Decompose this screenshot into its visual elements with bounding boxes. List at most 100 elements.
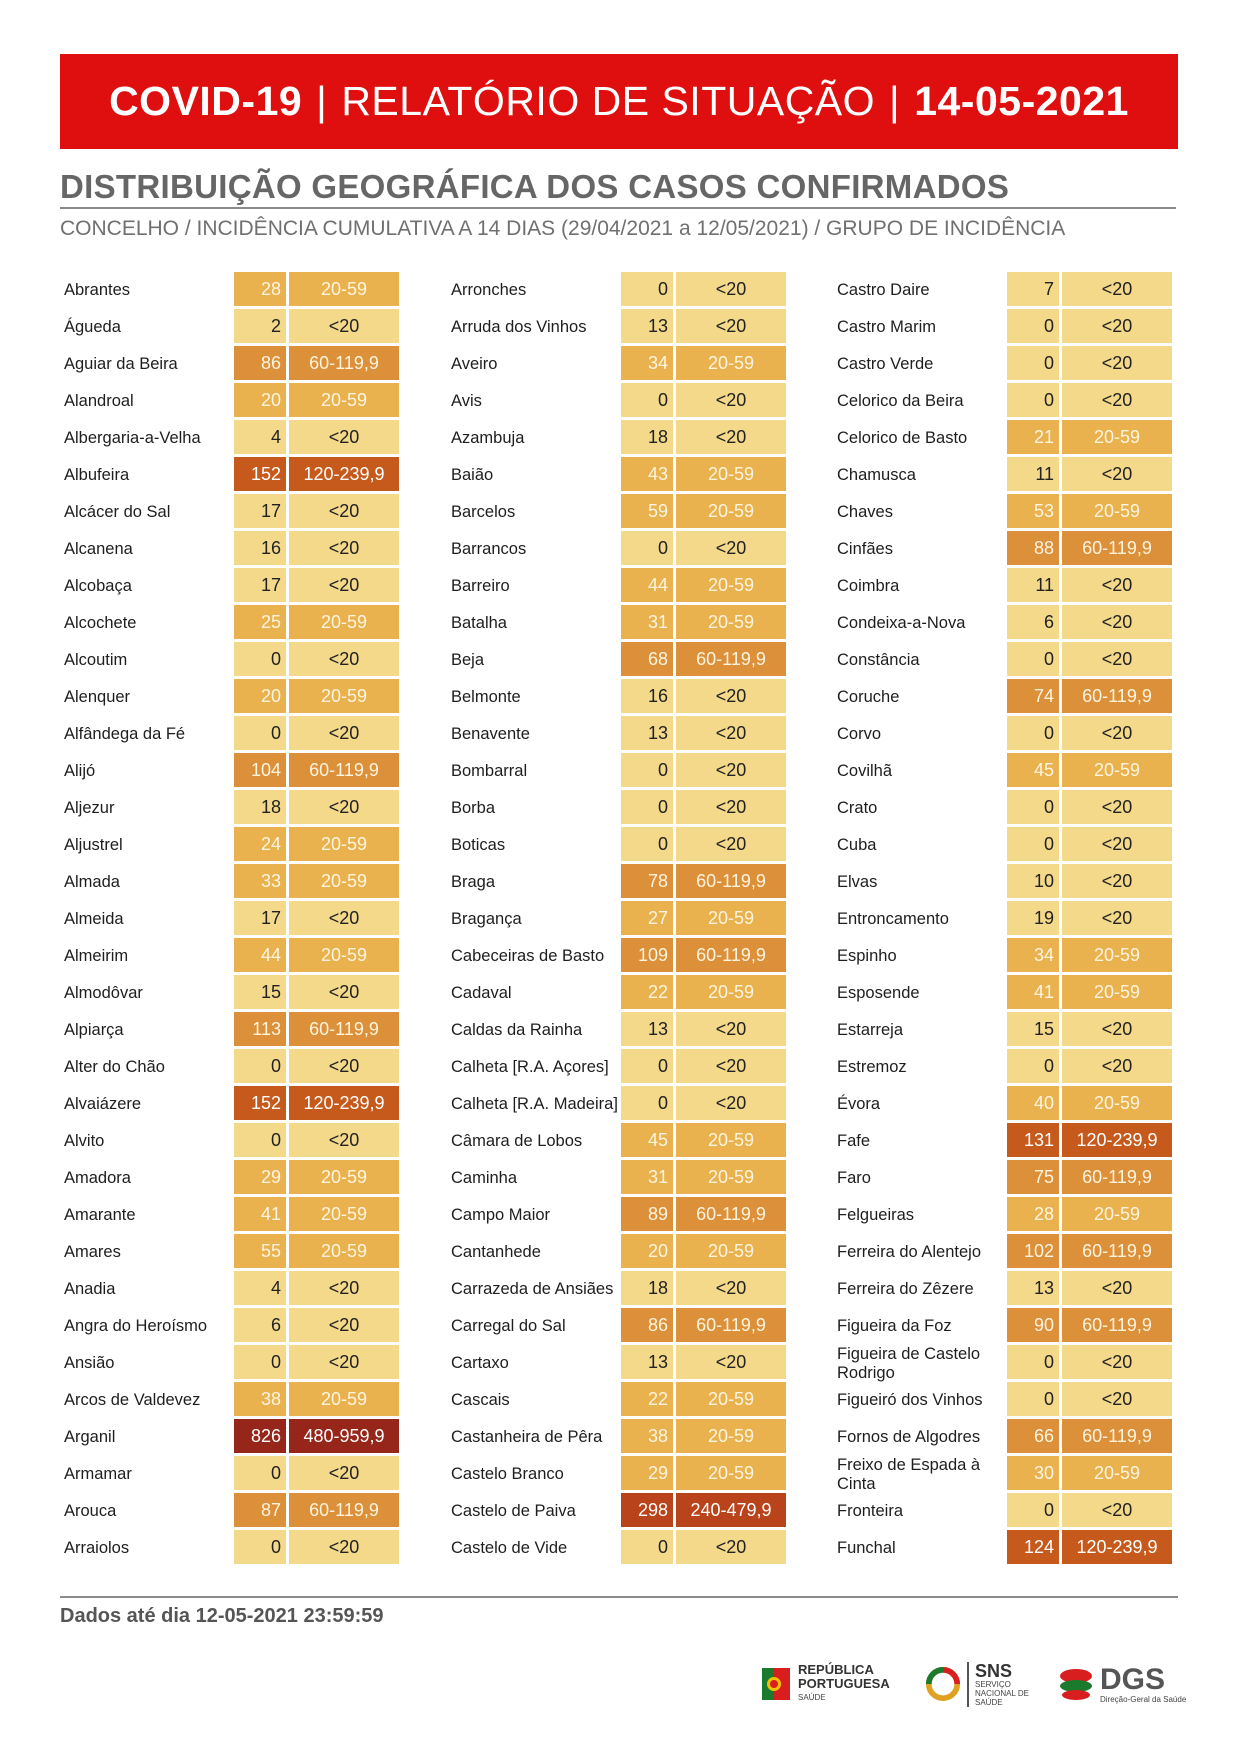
incidence-group: <20 [1062, 272, 1172, 309]
incidence-value: 15 [234, 975, 286, 1012]
incidence-group: 20-59 [676, 1419, 786, 1456]
incidence-group: 120-239,9 [1062, 1123, 1172, 1160]
municipality-row: Arronches 0 <20 [447, 272, 832, 309]
municipality-name: Cantanhede [451, 1243, 541, 1261]
municipality-row: Celorico de Basto 21 20-59 [833, 420, 1218, 457]
incidence-group: <20 [1062, 864, 1172, 901]
municipality-name: Coruche [837, 688, 900, 706]
municipality-row: Ansião 0 <20 [60, 1345, 445, 1382]
municipality-name: Águeda [64, 318, 121, 336]
municipality-name: Albergaria-a-Velha [64, 429, 201, 447]
incidence-group: 20-59 [289, 827, 399, 864]
incidence-group: 60-119,9 [289, 1012, 399, 1049]
incidence-value: 15 [1007, 1012, 1059, 1049]
municipality-row: Caminha 31 20-59 [447, 1160, 832, 1197]
incidence-value: 34 [1007, 938, 1059, 975]
municipality-row: Batalha 31 20-59 [447, 605, 832, 642]
municipality-row: Funchal 124 120-239,9 [833, 1530, 1218, 1567]
municipality-row: Espinho 34 20-59 [833, 938, 1218, 975]
incidence-value: 87 [234, 1493, 286, 1530]
municipality-name: Aveiro [451, 355, 498, 373]
incidence-value: 17 [234, 568, 286, 605]
incidence-group: <20 [676, 1530, 786, 1567]
municipality-row: Belmonte 16 <20 [447, 679, 832, 716]
municipality-name: Fornos de Algodres [837, 1428, 981, 1446]
incidence-group: 20-59 [1062, 1086, 1172, 1123]
municipality-row: Aljustrel 24 20-59 [60, 827, 445, 864]
municipality-name: Alter do Chão [64, 1058, 165, 1076]
incidence-value: 0 [1007, 1345, 1059, 1382]
incidence-group: 60-119,9 [1062, 679, 1172, 716]
incidence-value: 0 [1007, 1049, 1059, 1086]
municipality-name: Felgueiras [837, 1206, 915, 1224]
incidence-value: 31 [621, 1160, 673, 1197]
incidence-value: 0 [1007, 1382, 1059, 1419]
municipality-row: Albufeira 152 120-239,9 [60, 457, 445, 494]
municipality-row: Alenquer 20 20-59 [60, 679, 445, 716]
incidence-value: 20 [234, 679, 286, 716]
municipality-row: Condeixa-a-Nova 6 <20 [833, 605, 1218, 642]
incidence-group: 60-119,9 [676, 864, 786, 901]
incidence-group: 60-119,9 [1062, 531, 1172, 568]
incidence-value: 86 [234, 346, 286, 383]
municipality-row: Águeda 2 <20 [60, 309, 445, 346]
incidence-value: 152 [234, 1086, 286, 1123]
incidence-value: 0 [234, 1345, 286, 1382]
municipality-row: Covilhã 45 20-59 [833, 753, 1218, 790]
sns-subtitle: SERVIÇO NACIONAL DE SAÚDE [975, 1679, 1029, 1707]
incidence-value: 0 [621, 1530, 673, 1567]
municipality-name: Estarreja [837, 1021, 904, 1039]
incidence-value: 16 [621, 679, 673, 716]
municipality-row: Boticas 0 <20 [447, 827, 832, 864]
incidence-value: 0 [621, 1049, 673, 1086]
municipality-row: Évora 40 20-59 [833, 1086, 1218, 1123]
incidence-value: 0 [621, 790, 673, 827]
municipality-row: Coimbra 11 <20 [833, 568, 1218, 605]
incidence-value: 40 [1007, 1086, 1059, 1123]
incidence-value: 22 [621, 1382, 673, 1419]
incidence-value: 0 [234, 642, 286, 679]
incidence-group: 120-239,9 [289, 1086, 399, 1123]
municipality-name: Arronches [451, 281, 527, 299]
incidence-group: 20-59 [1062, 494, 1172, 531]
municipality-name: Albufeira [64, 466, 130, 484]
municipality-name: Almada [64, 873, 120, 891]
incidence-value: 17 [234, 494, 286, 531]
incidence-value: 34 [621, 346, 673, 383]
municipality-name: Castanheira de Pêra [451, 1428, 603, 1446]
municipality-row: Figueira de Castelo Rodrigo 0 <20 [833, 1345, 1218, 1382]
incidence-group: <20 [1062, 716, 1172, 753]
section-title: DISTRIBUIÇÃO GEOGRÁFICA DOS CASOS CONFIR… [60, 168, 1010, 205]
incidence-group: 20-59 [289, 1160, 399, 1197]
incidence-value: 104 [234, 753, 286, 790]
municipality-row: Bombarral 0 <20 [447, 753, 832, 790]
incidence-value: 7 [1007, 272, 1059, 309]
municipality-name: Borba [451, 799, 496, 817]
incidence-group: 20-59 [1062, 1197, 1172, 1234]
municipality-name: Bragança [451, 910, 522, 928]
municipality-name: Barreiro [451, 577, 510, 595]
municipality-row: Cadaval 22 20-59 [447, 975, 832, 1012]
municipality-name: Ansião [64, 1354, 115, 1372]
municipality-row: Faro 75 60-119,9 [833, 1160, 1218, 1197]
municipality-name: Bombarral [451, 762, 528, 780]
municipality-name: Alcochete [64, 614, 137, 632]
incidence-value: 89 [621, 1197, 673, 1234]
incidence-value: 74 [1007, 679, 1059, 716]
municipality-row: Avis 0 <20 [447, 383, 832, 420]
municipality-name: Calheta [R.A. Madeira] [451, 1095, 618, 1113]
incidence-group: 240-479,9 [676, 1493, 786, 1530]
municipality-name: Alcácer do Sal [64, 503, 171, 521]
municipality-row: Castelo de Paiva 298 240-479,9 [447, 1493, 832, 1530]
municipality-name: Alijó [64, 762, 96, 780]
incidence-group: <20 [676, 420, 786, 457]
incidence-value: 152 [234, 457, 286, 494]
municipality-name: Arruda dos Vinhos [451, 318, 587, 336]
incidence-value: 55 [234, 1234, 286, 1271]
incidence-value: 4 [234, 420, 286, 457]
incidence-group: <20 [289, 1271, 399, 1308]
municipality-column-2: Arronches 0 <20 Arruda dos Vinhos 13 <20 Aveir… [447, 272, 832, 1567]
municipality-name: Crato [837, 799, 878, 817]
incidence-value: 19 [1007, 901, 1059, 938]
incidence-group: <20 [289, 494, 399, 531]
